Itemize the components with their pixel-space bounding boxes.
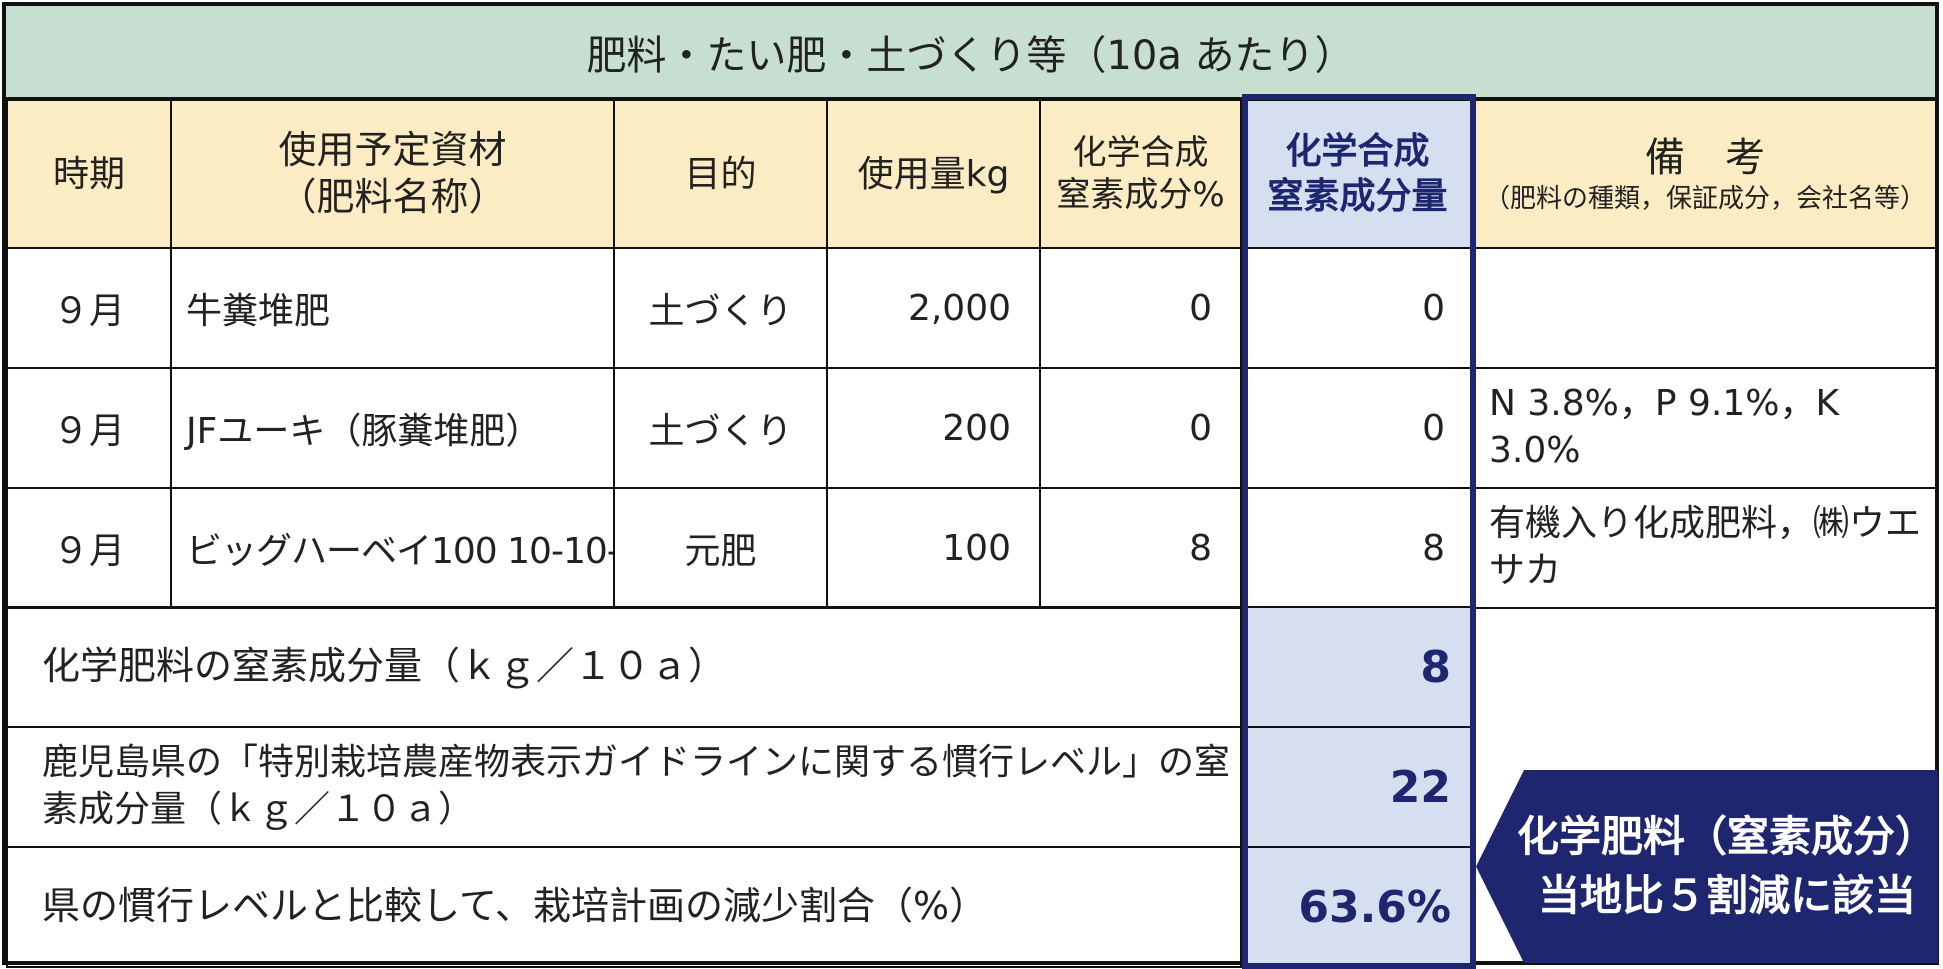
header-period: 時期 — [6, 99, 172, 249]
row-period: ９月 — [6, 367, 172, 489]
row-material: 牛糞堆肥 — [170, 247, 615, 369]
header-chem-pct: 化学合成 窒素成分% — [1039, 99, 1242, 249]
summary-row: 鹿児島県の「特別栽培農産物表示ガイドラインに関する慣行レベル」の窒素成分量（ｋｇ… — [6, 726, 1475, 848]
summary-table: 化学肥料の窒素成分量（ｋｇ／１０ａ） 8 鹿児島県の「特別栽培農産物表示ガイドラ… — [6, 606, 1475, 968]
header-material: 使用予定資材 （肥料名称） — [170, 99, 615, 249]
row-period: ９月 — [6, 487, 172, 609]
row-remarks: 有機入り化成肥料，㈱ウエサカ — [1473, 487, 1937, 609]
row-purpose: 土づくり — [613, 247, 828, 369]
row-amount: 200 — [826, 367, 1041, 489]
row-period: ９月 — [6, 247, 172, 369]
row-remarks — [1473, 247, 1937, 369]
summary-label: 化学肥料の窒素成分量（ｋｇ／１０ａ） — [6, 606, 1242, 728]
row-material: JFユーキ（豚糞堆肥） — [170, 367, 615, 489]
summary-value: 22 — [1240, 726, 1475, 848]
header-row: 時期 使用予定資材 （肥料名称） 目的 使用量kg 化学合成 窒素成分% 化学合… — [6, 99, 1937, 249]
callout-line2: 当地比５割減に該当 — [1537, 870, 1916, 920]
header-chem-amount-line1: 化学合成 — [1285, 131, 1430, 172]
fertilizer-grid: 時期 使用予定資材 （肥料名称） 目的 使用量kg 化学合成 窒素成分% 化学合… — [6, 99, 1937, 609]
table-title: 肥料・たい肥・土づくり等（10a あたり） — [6, 6, 1935, 99]
reduction-callout: 化学肥料（窒素成分） 当地比５割減に該当 — [1476, 770, 1938, 963]
table-row: ９月 牛糞堆肥 土づくり 2,000 0 0 — [6, 247, 1937, 369]
header-remarks-line2: （肥料の種類，保証成分，会社名等） — [1483, 183, 1926, 214]
row-chem-pct: 0 — [1039, 247, 1242, 369]
header-chem-pct-line2: 窒素成分% — [1056, 175, 1225, 215]
row-chem-amount: 0 — [1240, 247, 1475, 369]
header-material-line2: （肥料名称） — [278, 175, 507, 219]
header-material-line1: 使用予定資材 — [278, 127, 507, 172]
row-chem-amount: 0 — [1240, 367, 1475, 489]
summary-value: 63.6% — [1240, 846, 1475, 968]
header-chem-pct-line1: 化学合成 — [1072, 132, 1209, 173]
row-purpose: 元肥 — [613, 487, 828, 609]
summary-row: 県の慣行レベルと比較して、栽培計画の減少割合（%） 63.6% — [6, 846, 1475, 968]
summary-label: 県の慣行レベルと比較して、栽培計画の減少割合（%） — [6, 846, 1242, 968]
row-chem-pct: 8 — [1039, 487, 1242, 609]
header-purpose: 目的 — [613, 99, 828, 249]
header-chem-amount: 化学合成 窒素成分量 — [1240, 99, 1475, 249]
row-purpose: 土づくり — [613, 367, 828, 489]
summary-value: 8 — [1240, 606, 1475, 728]
row-material: ビッグハーベイ100 10-10-10 — [170, 487, 615, 609]
header-chem-amount-line2: 窒素成分量 — [1267, 176, 1448, 217]
table-row: ９月 ビッグハーベイ100 10-10-10 元肥 100 8 8 有機入り化成… — [6, 487, 1937, 609]
row-amount: 2,000 — [826, 247, 1041, 369]
row-amount: 100 — [826, 487, 1041, 609]
header-amount: 使用量kg — [826, 99, 1041, 249]
header-remarks-line1: 備 考 — [1645, 134, 1765, 181]
row-chem-amount: 8 — [1240, 487, 1475, 609]
table-row: ９月 JFユーキ（豚糞堆肥） 土づくり 200 0 0 N 3.8%，P 9.1… — [6, 367, 1937, 489]
summary-label: 鹿児島県の「特別栽培農産物表示ガイドラインに関する慣行レベル」の窒素成分量（ｋｇ… — [6, 726, 1242, 848]
row-chem-pct: 0 — [1039, 367, 1242, 489]
summary-row: 化学肥料の窒素成分量（ｋｇ／１０ａ） 8 — [6, 606, 1475, 728]
callout-line1: 化学肥料（窒素成分） — [1516, 811, 1937, 861]
header-remarks: 備 考 （肥料の種類，保証成分，会社名等） — [1473, 99, 1937, 249]
row-remarks: N 3.8%，P 9.1%，K 3.0% — [1473, 367, 1937, 489]
